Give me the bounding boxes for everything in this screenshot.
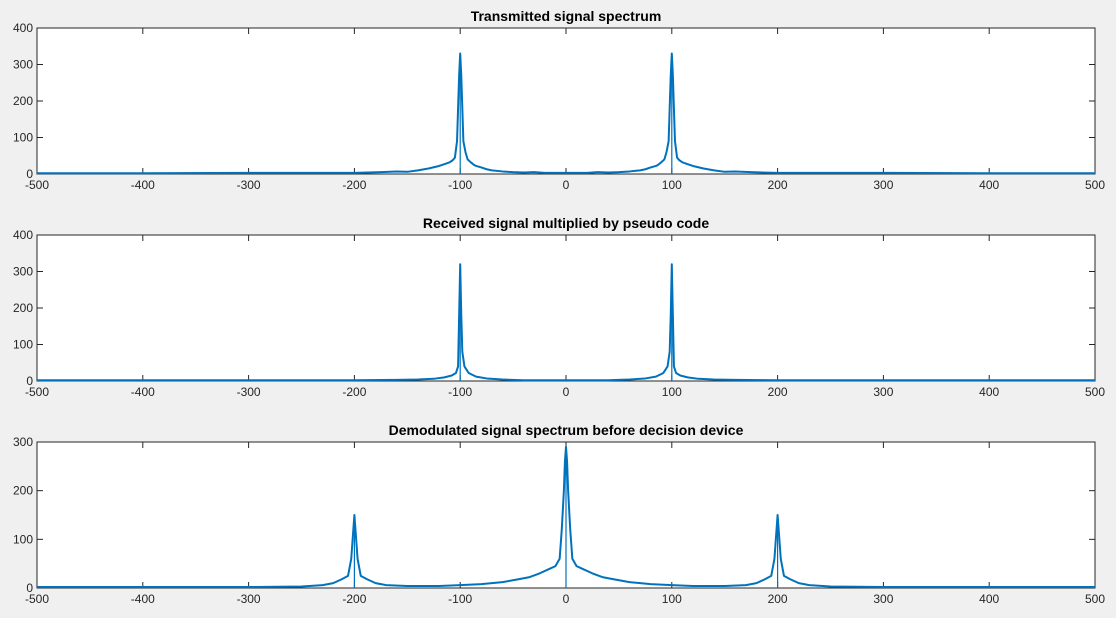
subplot-received-multiplied: -500 -400 -300 -200 -100 0 100 200 300 400 500 0 100… — [13, 215, 1105, 399]
subplot-demodulated-spectrum: -500 -400 -300 -200 -100 0 100 200 300 400 500 0 100… — [13, 422, 1105, 606]
subplot-2-title: Received signal multiplied by pseudo cod… — [423, 215, 710, 231]
x-tick-label: -200 — [342, 385, 366, 399]
subplot-3-ticks: -500 -400 -300 -200 -100 0 100 200 300 400 500 0 100… — [13, 435, 1105, 606]
subplot-1-ticks: -500 -400 -300 -200 -100 0 100 200 300 400 500 0 100… — [13, 21, 1105, 192]
y-tick-label: 400 — [13, 21, 33, 35]
series-line — [37, 263, 1095, 382]
x-tick-label: 100 — [662, 178, 682, 192]
x-tick-label: 100 — [662, 592, 682, 606]
x-tick-label: -100 — [448, 385, 472, 399]
x-tick-label: -400 — [131, 592, 155, 606]
y-tick-label: 300 — [13, 265, 33, 279]
subplot-1-series — [37, 52, 1095, 175]
y-tick-label: 300 — [13, 435, 33, 449]
x-tick-label: -500 — [25, 385, 49, 399]
x-tick-label: 300 — [873, 592, 893, 606]
x-tick-label: 200 — [768, 178, 788, 192]
y-tick-label: 400 — [13, 228, 33, 242]
subplot-2-series — [37, 263, 1095, 382]
y-tick-label: 0 — [26, 374, 33, 388]
y-tick-label: 300 — [13, 58, 33, 72]
y-tick-label: 0 — [26, 167, 33, 181]
subplot-1-axes — [36, 27, 1096, 175]
x-tick-label: 100 — [662, 385, 682, 399]
x-tick-label: -100 — [448, 592, 472, 606]
x-tick-label: 0 — [563, 385, 570, 399]
x-tick-label: 400 — [979, 178, 999, 192]
x-tick-label: 0 — [563, 178, 570, 192]
x-tick-label: 500 — [1085, 592, 1105, 606]
x-tick-label: 300 — [873, 385, 893, 399]
x-tick-label: -500 — [25, 592, 49, 606]
x-tick-label: -400 — [131, 385, 155, 399]
y-tick-label: 200 — [13, 484, 33, 498]
x-tick-label: -300 — [237, 178, 261, 192]
x-tick-label: -300 — [237, 385, 261, 399]
x-tick-label: 400 — [979, 385, 999, 399]
x-tick-label: -200 — [342, 592, 366, 606]
subplot-2-axes — [36, 234, 1096, 382]
x-tick-label: -500 — [25, 178, 49, 192]
y-tick-label: 200 — [13, 301, 33, 315]
x-tick-label: -300 — [237, 592, 261, 606]
subplot-2-ticks: -500 -400 -300 -200 -100 0 100 200 300 400 500 0 100… — [13, 228, 1105, 399]
subplot-3-title: Demodulated signal spectrum before decis… — [389, 422, 744, 438]
subplot-1-title: Transmitted signal spectrum — [471, 8, 662, 24]
y-tick-label: 100 — [13, 131, 33, 145]
x-tick-label: 500 — [1085, 385, 1105, 399]
x-tick-label: 400 — [979, 592, 999, 606]
x-tick-label: 0 — [563, 592, 570, 606]
x-tick-label: 500 — [1085, 178, 1105, 192]
x-tick-label: -100 — [448, 178, 472, 192]
x-tick-label: 300 — [873, 178, 893, 192]
series-line — [37, 52, 1095, 175]
y-tick-label: 100 — [13, 338, 33, 352]
y-tick-label: 200 — [13, 94, 33, 108]
subplot-transmitted-spectrum: -500 -400 -300 -200 -100 0 100 200 300 400 500 0 100… — [13, 8, 1105, 192]
y-tick-label: 0 — [26, 581, 33, 595]
x-tick-label: 200 — [768, 385, 788, 399]
x-tick-label: -200 — [342, 178, 366, 192]
x-tick-label: -400 — [131, 178, 155, 192]
y-tick-label: 100 — [13, 532, 33, 546]
x-tick-label: 200 — [768, 592, 788, 606]
subplot-3-series — [37, 445, 1095, 589]
